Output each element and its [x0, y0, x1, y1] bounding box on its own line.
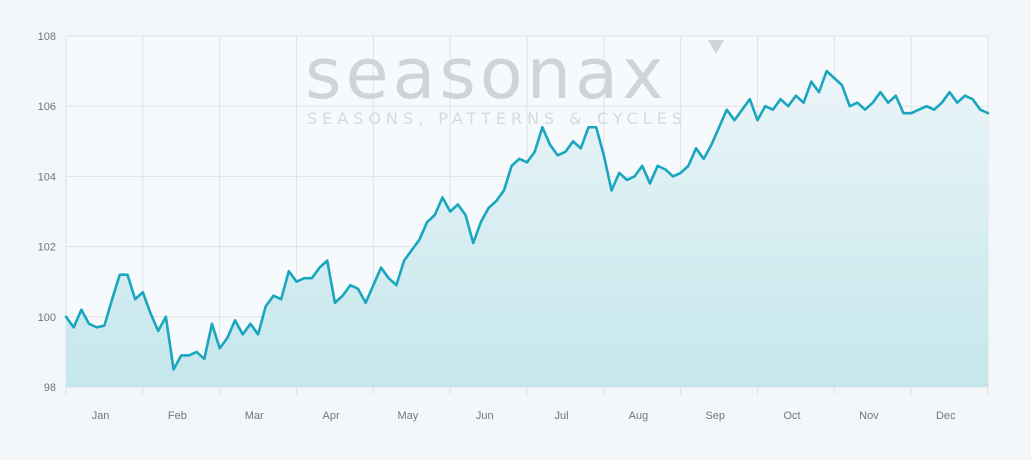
- x-tick-label: Jul: [555, 410, 569, 422]
- x-tick-label: Apr: [323, 410, 340, 422]
- x-tick-label: May: [398, 410, 419, 422]
- y-tick-label: 98: [44, 382, 56, 394]
- x-tick-label: Oct: [784, 410, 801, 422]
- x-tick-label: Aug: [629, 410, 649, 422]
- y-tick-label: 106: [38, 101, 56, 113]
- data-line: [64, 69, 990, 371]
- x-tick-label: Jun: [476, 410, 494, 422]
- x-tick-label: Jan: [92, 410, 110, 422]
- x-tick-label: Dec: [936, 410, 956, 422]
- y-tick-label: 100: [38, 312, 56, 324]
- watermark-logo-text: seasonax: [305, 33, 667, 115]
- watermark-logo-mark: [708, 40, 724, 54]
- y-tick-label: 108: [38, 31, 56, 43]
- x-tick-label: Mar: [245, 410, 264, 422]
- x-tick-label: Feb: [168, 410, 187, 422]
- x-tick-label: Nov: [859, 410, 879, 422]
- watermark-tagline: SEASONS, PATTERNS & CYCLES: [307, 109, 687, 128]
- area-fill: [66, 71, 988, 387]
- axis-labels: 98 100 102 104 106 108 Jan Feb Mar Apr May Jun Jul Au…: [38, 31, 956, 422]
- y-tick-label: 104: [38, 171, 56, 183]
- y-tick-label: 102: [38, 242, 56, 254]
- watermark: seasonax SEASONS, PATTERNS & CYCLES: [305, 33, 724, 128]
- x-tick-label: Sep: [705, 410, 725, 422]
